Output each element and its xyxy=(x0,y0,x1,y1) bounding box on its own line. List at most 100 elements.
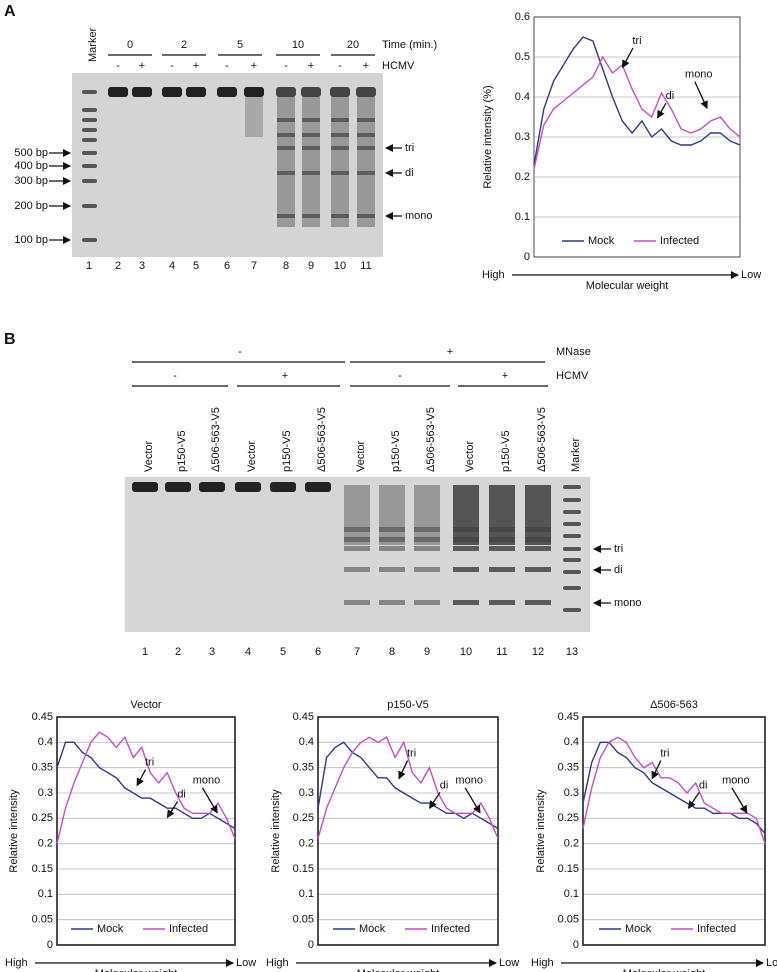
gel-band xyxy=(344,527,370,532)
x-axis-label: Molecular weight xyxy=(357,968,440,972)
series-line xyxy=(533,36,741,166)
arrow xyxy=(694,81,708,110)
mnase-label: MNase xyxy=(556,346,591,358)
y-tick-label: 0.3 xyxy=(299,787,314,799)
time-label: 0 xyxy=(127,39,133,51)
x-axis-label: Molecular weight xyxy=(586,280,669,292)
legend-label: Infected xyxy=(169,923,208,935)
y-tick-label: 0.4 xyxy=(38,736,53,748)
y-tick-label: 0.3 xyxy=(564,787,579,799)
annotation: mono xyxy=(722,775,750,787)
band-label: di xyxy=(405,167,414,179)
gel-band xyxy=(414,527,440,532)
gel-band xyxy=(301,87,321,97)
series-line xyxy=(317,736,499,839)
gel-band xyxy=(344,537,370,542)
x-end-label: Low xyxy=(499,957,519,969)
gel-band xyxy=(357,133,375,137)
arrow xyxy=(136,769,147,787)
gel-band xyxy=(302,214,320,218)
hcmv-sign: + xyxy=(139,60,145,72)
gel-smear xyxy=(357,97,375,227)
chart-title: p150-V5 xyxy=(387,699,429,711)
chart-title: Δ506-563 xyxy=(650,699,698,711)
gel-band xyxy=(82,204,97,208)
legend-label: Infected xyxy=(431,923,470,935)
gel-band xyxy=(563,547,581,551)
time-axis-label: Time (min.) xyxy=(382,39,437,51)
y-tick-label: 0 xyxy=(308,939,314,951)
gel-band xyxy=(331,171,349,175)
annotation: tri xyxy=(660,747,669,759)
lane-label: Vector xyxy=(246,440,258,472)
x-start-label: High xyxy=(482,269,505,281)
arrow xyxy=(201,787,218,814)
lane-number: 11 xyxy=(360,260,371,272)
hcmv-sign: + xyxy=(502,370,508,382)
lane-number: 8 xyxy=(389,646,395,658)
y-axis-label: Relative intensity xyxy=(535,789,547,873)
gel-band xyxy=(277,146,295,150)
gel-band xyxy=(357,214,375,218)
hcmv-sign: + xyxy=(282,370,288,382)
gel-band xyxy=(277,171,295,175)
gel-band xyxy=(489,600,515,605)
gel-band xyxy=(235,482,261,492)
lane-label: p150-V5 xyxy=(281,430,293,472)
gel-band xyxy=(453,600,479,605)
band-label: tri xyxy=(405,142,414,154)
hcmv-sign: + xyxy=(363,60,369,72)
lane-label: Δ506-563-V5 xyxy=(210,407,222,472)
y-tick-label: 0.25 xyxy=(293,812,314,824)
gel-band xyxy=(162,87,182,97)
gel-band xyxy=(414,546,440,551)
annotation: mono xyxy=(455,775,483,787)
gel-band xyxy=(82,128,97,132)
band-label: mono xyxy=(405,210,433,222)
gel-band xyxy=(277,118,295,122)
size-marker: 400 bp xyxy=(14,160,48,172)
gel-band xyxy=(563,522,581,526)
size-marker: 200 bp xyxy=(14,200,48,212)
lane-number: 9 xyxy=(424,646,430,658)
gel-band xyxy=(331,118,349,122)
gel-band xyxy=(525,537,551,542)
gel-band xyxy=(199,482,225,492)
gel-smear xyxy=(525,485,551,545)
plot-frame xyxy=(317,716,499,946)
gel-band xyxy=(344,600,370,605)
band-label: di xyxy=(614,564,623,576)
legend-label: Mock xyxy=(625,923,652,935)
annotation: tri xyxy=(407,747,416,759)
series-line xyxy=(582,741,766,834)
y-axis-label: Relative intensity (%) xyxy=(482,85,494,188)
y-tick-label: 0.25 xyxy=(558,812,579,824)
gel-band xyxy=(331,133,349,137)
time-label: 2 xyxy=(181,39,187,51)
y-tick-label: 0.4 xyxy=(564,736,579,748)
gel-band xyxy=(132,87,152,97)
gel-band xyxy=(344,546,370,551)
y-tick-label: 0.1 xyxy=(515,211,530,223)
legend-label: Mock xyxy=(97,923,124,935)
plot-frame xyxy=(56,716,236,946)
annotation: di xyxy=(666,90,675,102)
gel-band xyxy=(489,537,515,542)
y-tick-label: 0.35 xyxy=(32,762,53,774)
lane-label: Δ506-563-V5 xyxy=(425,407,437,472)
mnase-sign: - xyxy=(238,346,242,358)
x-start-label: High xyxy=(531,957,554,969)
gel-band xyxy=(525,600,551,605)
arrow xyxy=(731,787,748,814)
gel-smear xyxy=(453,485,479,545)
y-tick-label: 0 xyxy=(573,939,579,951)
lane-label: Vector xyxy=(143,440,155,472)
hcmv-sign: - xyxy=(284,60,288,72)
gel-band xyxy=(356,87,376,97)
gel-smear xyxy=(331,97,349,227)
hcmv-label: HCMV xyxy=(382,60,415,72)
arrow xyxy=(622,47,634,69)
gel-band xyxy=(330,87,350,97)
lane-label: Vector xyxy=(464,440,476,472)
